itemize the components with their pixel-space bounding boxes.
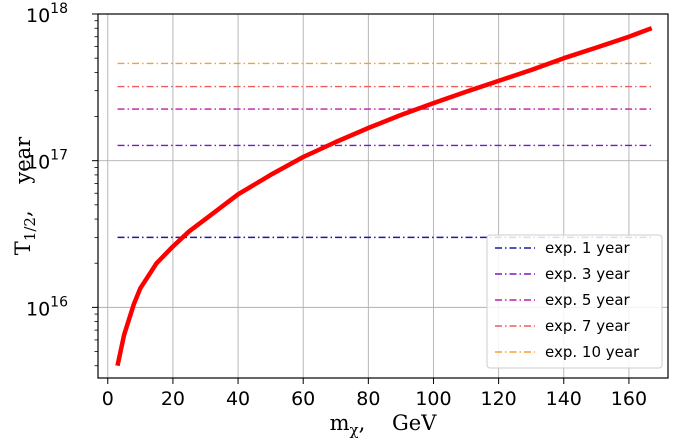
legend-label: exp. 5 year <box>545 291 631 309</box>
x-tick-label: 20 <box>161 388 185 410</box>
legend-label: exp. 3 year <box>545 265 631 283</box>
y-tick-exponent: 18 <box>50 1 68 17</box>
x-tick-label: 120 <box>480 388 516 410</box>
y-tick-label: 1018 <box>26 1 68 27</box>
x-tick-label: 100 <box>415 388 451 410</box>
y-axis-label-unit: , year <box>11 136 35 217</box>
halflife-curve <box>115 26 653 367</box>
threshold-lines <box>117 62 652 239</box>
y-axis-label: T1/2, year <box>11 136 39 255</box>
legend-box <box>486 234 663 369</box>
y-tick-base: 10 <box>26 152 50 174</box>
x-tick-label: 140 <box>546 388 582 410</box>
y-tick-base: 10 <box>26 5 50 27</box>
y-tick-label: 1017 <box>26 148 68 174</box>
y-tick-label: 1016 <box>26 294 68 320</box>
legend-label: exp. 1 year <box>545 239 631 257</box>
y-tick-base: 10 <box>26 298 50 320</box>
x-tick-label: 60 <box>291 388 315 410</box>
y-axis-label-sub: 1/2 <box>21 217 39 241</box>
y-axis-label-main: T <box>11 241 35 255</box>
x-axis-label-unit: , GeV <box>359 411 438 435</box>
legend: exp. 1 year exp. 3 year exp. 5 year exp. 7 … <box>486 234 663 369</box>
x-tick-label: 80 <box>356 388 380 410</box>
plot-frame <box>97 13 669 379</box>
x-tick-label: 160 <box>611 388 647 410</box>
legend-label: exp. 7 year <box>545 317 631 335</box>
y-tick-exponent: 16 <box>50 294 68 310</box>
x-axis-label-sub: χ <box>350 421 359 439</box>
x-axis-label: mχ, GeV <box>330 411 438 439</box>
x-axis-ticks: 0 20 40 60 80 100 120 140 160 <box>102 378 647 410</box>
x-axis-label-main: m <box>330 411 350 435</box>
x-tick-label: 40 <box>226 388 250 410</box>
x-tick-label: 0 <box>102 388 114 410</box>
legend-label: exp. 10 year <box>545 343 640 361</box>
curve-layer <box>115 26 653 367</box>
y-tick-exponent: 17 <box>50 148 68 164</box>
